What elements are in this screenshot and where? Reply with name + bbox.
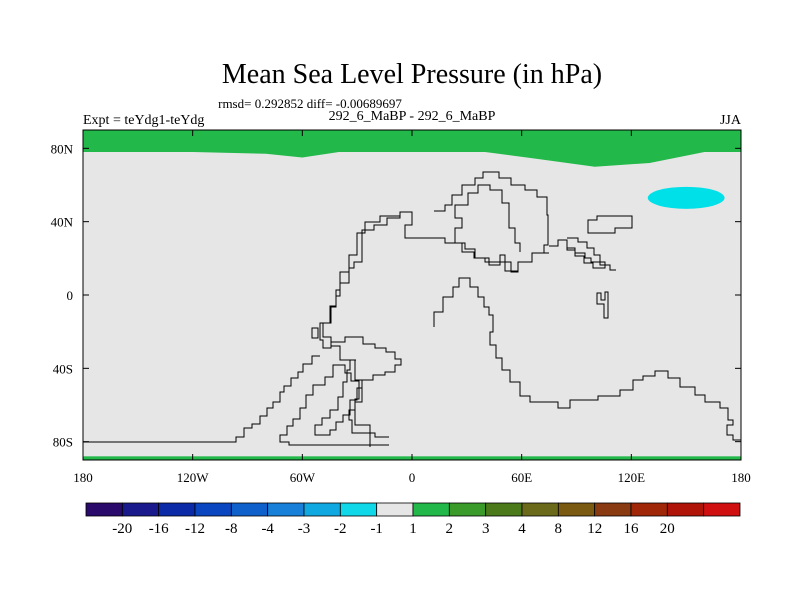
map-panel: 180 120W 60W 0 60E 120E 180 80N 40N 0 40S 80S: [51, 129, 751, 485]
coastline-southeast-islands: [596, 291, 609, 319]
colorbar-box: [448, 502, 487, 517]
colorbar-box: [158, 502, 196, 517]
x-tick-label: 180: [731, 470, 751, 485]
colorbar-box: [194, 502, 232, 517]
colorbar-box: [121, 502, 160, 517]
comparison-label: 292_6_MaBP - 292_6_MaBP: [329, 109, 496, 124]
y-tick-label: 40S: [53, 361, 73, 376]
x-tick-label: 60W: [290, 470, 316, 485]
colorbar-box: [230, 502, 269, 517]
y-tick-label: 40N: [51, 215, 74, 230]
colorbar-label: 3: [482, 521, 490, 537]
colorbar-label: 16: [624, 521, 640, 537]
colorbar-label: 1: [409, 521, 417, 537]
colorbar: -20 -16 -12 -8 -4 -3 -2 -1 1 2 3 4 8 12 16 20: [85, 502, 741, 537]
colorbar-label: -20: [112, 521, 132, 537]
colorbar-label: 20: [660, 521, 675, 537]
colorbar-box: [412, 502, 450, 517]
colorbar-box: [267, 502, 305, 517]
experiment-label: Expt = teYdg1-teYdg: [83, 113, 204, 128]
x-tick-label: 120E: [618, 470, 646, 485]
y-tick-label: 80S: [53, 435, 73, 450]
colorbar-label: -8: [225, 521, 238, 537]
colorbar-box: [666, 502, 705, 517]
coastline-africa-south: [433, 277, 741, 441]
coastline-japan: [587, 215, 633, 234]
coastline-central-andes: [311, 327, 319, 339]
x-tick-label: 0: [409, 470, 416, 485]
map-background: [83, 130, 741, 460]
coastlines: [83, 171, 741, 447]
colorbar-label: -1: [370, 521, 383, 537]
colorbar-label: -4: [261, 521, 274, 537]
colorbar-label: 2: [446, 521, 454, 537]
colorbar-box: [339, 502, 378, 517]
colorbar-box: [376, 502, 414, 517]
colorbar-box: [703, 502, 741, 517]
coastline-africa-east: [434, 171, 549, 272]
field-north-pacific-low: [647, 186, 725, 209]
colorbar-label: -12: [185, 521, 205, 537]
colorbar-box: [85, 502, 123, 517]
colorbar-label: -16: [149, 521, 169, 537]
x-tick-label: 120W: [177, 470, 210, 485]
chart-title: Mean Sea Level Pressure (in hPa): [222, 59, 602, 90]
colorbar-box: [303, 502, 341, 517]
y-tick-label: 0: [67, 288, 74, 303]
colorbar-label: 4: [518, 521, 526, 537]
x-tick-label: 60E: [511, 470, 532, 485]
axis-ticks: 180 120W 60W 0 60E 120E 180 80N 40N 0 40S 80S: [51, 130, 751, 485]
colorbar-box: [485, 502, 523, 517]
y-tick-label: 80N: [51, 141, 74, 156]
colorbar-box: [521, 502, 559, 517]
colorbar-label: 12: [587, 521, 602, 537]
season-label: JJA: [720, 113, 742, 128]
coastline-americas: [322, 211, 549, 447]
colorbar-label: -2: [334, 521, 347, 537]
coastline-eurasia-africa: [314, 211, 409, 436]
stats-line: rmsd= 0.292852 diff= -0.00689697: [218, 96, 402, 111]
field-north-polar-band: [83, 130, 741, 167]
colorbar-label: 8: [555, 521, 563, 537]
x-tick-label: 180: [73, 470, 93, 485]
colorbar-box: [630, 502, 668, 517]
colorbar-label: -3: [298, 521, 311, 537]
coastline-asia-east: [566, 240, 616, 271]
coastline-antarctica: [83, 355, 320, 443]
colorbar-box: [557, 502, 596, 517]
colorbar-box: [594, 502, 632, 517]
